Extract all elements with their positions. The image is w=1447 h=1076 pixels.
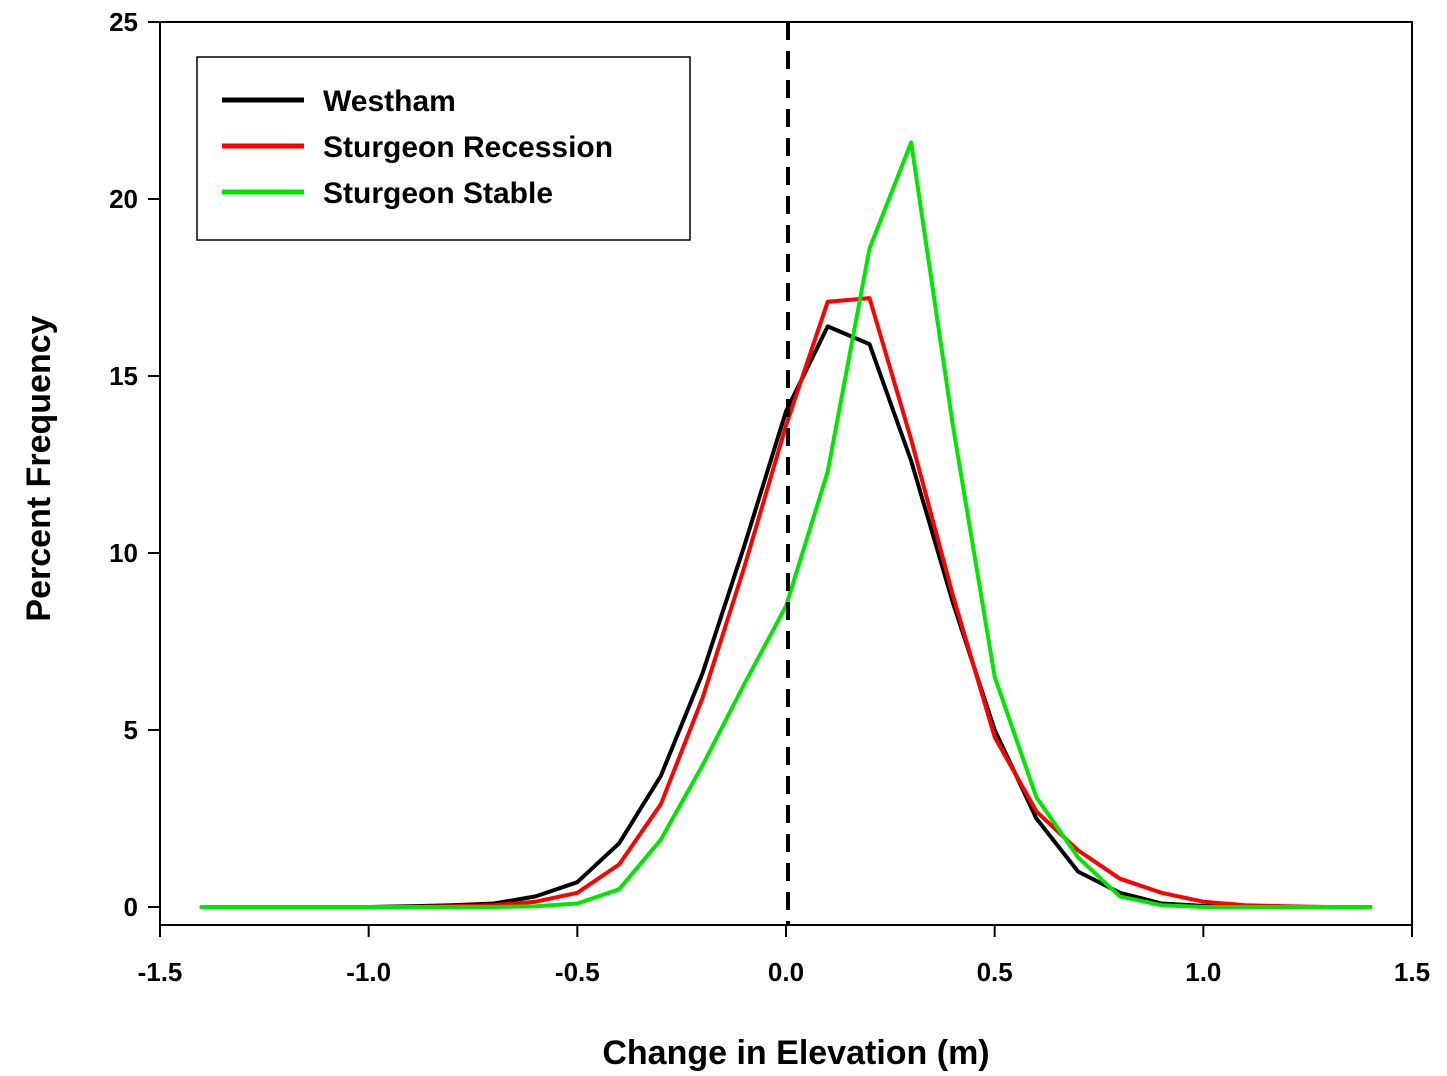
- y-tick-label: 5: [124, 715, 138, 745]
- x-tick-label: -1.5: [138, 957, 183, 987]
- x-axis: -1.5 -1.0 -0.5 0.0 0.5 1.0 1.5: [138, 925, 1430, 987]
- legend-box: [196, 56, 691, 241]
- legend-label-0: Westham: [323, 85, 456, 118]
- x-tick-label: 0.0: [768, 957, 804, 987]
- x-tick-label: 1.0: [1185, 957, 1221, 987]
- y-tick-label: 0: [124, 892, 138, 922]
- x-axis-title: Change in Elevation (m): [602, 1034, 989, 1072]
- legend: Westham Sturgeon Recession Sturgeon Stable: [196, 56, 691, 241]
- y-tick-label: 20: [109, 184, 138, 214]
- legend-label-1: Sturgeon Recession: [323, 131, 613, 164]
- y-axis: 0 5 10 15 20 25: [109, 7, 160, 922]
- y-tick-label: 25: [109, 7, 138, 37]
- x-tick-label: -0.5: [555, 957, 600, 987]
- x-tick-label: -1.0: [346, 957, 391, 987]
- x-tick-label: 0.5: [977, 957, 1013, 987]
- x-tick-label: 1.5: [1394, 957, 1430, 987]
- legend-label-2: Sturgeon Stable: [323, 177, 553, 210]
- y-tick-label: 15: [109, 361, 138, 391]
- y-tick-label: 10: [109, 538, 138, 568]
- y-axis-title: Percent Frequency: [20, 315, 58, 621]
